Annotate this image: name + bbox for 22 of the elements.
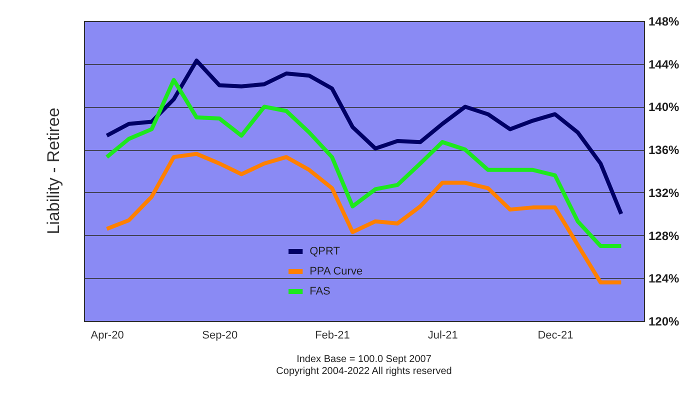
legend-label: PPA Curve: [310, 266, 363, 278]
line-series: [104, 152, 624, 284]
y-tick-label: 136%: [648, 143, 680, 158]
y-tick-label: 124%: [648, 272, 680, 286]
x-tick-label: Sep-20: [202, 330, 238, 342]
text: Copyright 2004-2022 All rights reserved: [276, 366, 452, 377]
y-tick-label: 148%: [648, 14, 680, 28]
legend-label: FAS: [310, 286, 330, 298]
x-tick-label: Dec-21: [538, 330, 574, 342]
line-series: [104, 58, 624, 216]
y-tick-label: 140%: [648, 100, 680, 114]
y-axis-title: Liability - Retiree: [44, 108, 63, 234]
x-tick-label: Jul-21: [428, 330, 458, 342]
text: Index Base = 100.0 Sept 2007: [296, 354, 432, 365]
line-series: [104, 78, 624, 248]
y-tick-label: 128%: [648, 228, 680, 243]
y-tick-label: 120%: [648, 314, 680, 328]
x-tick-label: Apr-20: [90, 330, 124, 342]
y-tick-label: 132%: [648, 186, 680, 200]
legend-label: QPRT: [310, 246, 340, 258]
x-tick-label: Feb-21: [315, 330, 350, 342]
y-tick-label: 144%: [648, 57, 680, 72]
